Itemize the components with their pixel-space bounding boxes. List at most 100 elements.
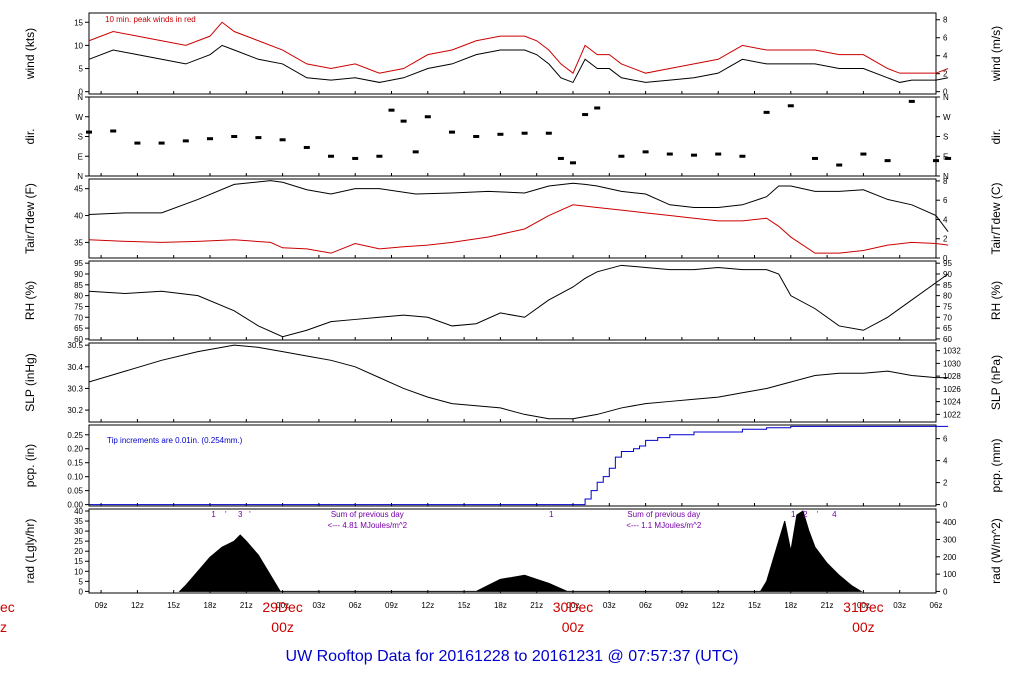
dir-point bbox=[449, 130, 455, 134]
y-tick-label: 5 bbox=[79, 65, 84, 74]
series-wind-speed bbox=[88, 44, 949, 84]
rad-marker: ' bbox=[817, 510, 819, 519]
dir-point bbox=[521, 131, 528, 135]
y-tick-label: N bbox=[77, 172, 83, 181]
dir-point bbox=[763, 110, 770, 114]
y2-axis-label: Tair/Tdew (C) bbox=[989, 182, 1003, 254]
dir-point bbox=[134, 141, 141, 145]
y-tick-label: 40 bbox=[74, 212, 83, 221]
dir-point bbox=[582, 113, 589, 117]
y2-tick-label: 200 bbox=[943, 553, 957, 562]
date-hour-label: 00z bbox=[852, 619, 875, 635]
rad-marker: 2 bbox=[803, 510, 808, 519]
y2-tick-label: N bbox=[943, 93, 949, 102]
y2-axis-label: SLP (hPa) bbox=[989, 355, 1003, 410]
y-tick-label: 0.20 bbox=[67, 445, 83, 454]
y-tick-label: 25 bbox=[74, 537, 83, 546]
y2-tick-label: 300 bbox=[943, 535, 957, 544]
x-tick-label: 21z bbox=[530, 601, 543, 610]
y-tick-label: 10 bbox=[74, 567, 83, 576]
x-tick-label: 06z bbox=[349, 601, 362, 610]
dir-point bbox=[739, 154, 746, 158]
dir-point bbox=[110, 129, 117, 133]
series-10-min-peak bbox=[88, 21, 949, 74]
panel-frame bbox=[88, 424, 937, 507]
dir-point bbox=[231, 135, 238, 138]
panel-frame bbox=[88, 178, 937, 259]
chart-title: UW Rooftop Data for 20161228 to 20161231… bbox=[285, 648, 739, 665]
dir-point bbox=[557, 156, 564, 160]
x-tick-label: 18z bbox=[204, 601, 217, 610]
series-accumulated-precipitation bbox=[89, 425, 949, 506]
dir-point bbox=[545, 131, 552, 135]
y2-tick-label: 1030 bbox=[943, 359, 961, 368]
date-label: 31Dec bbox=[843, 599, 883, 615]
x-tick-label: 15z bbox=[748, 601, 761, 610]
rad-marker: 3 bbox=[238, 510, 243, 519]
x-tick-label: 21z bbox=[821, 601, 834, 610]
dir-point bbox=[182, 139, 189, 143]
panel-temp: 35 40 45 0 2 4 6 8 Tair/Tdew (F) Tair/Tdew (C) bbox=[23, 177, 1003, 263]
y2-tick-label: N bbox=[943, 172, 949, 181]
y-tick-label: 95 bbox=[74, 259, 83, 268]
y-tick-label: 40 bbox=[74, 507, 83, 516]
dir-point bbox=[352, 156, 359, 160]
date-label: 30Dec bbox=[553, 599, 593, 615]
y-axis-label: dir. bbox=[23, 128, 37, 144]
y-tick-label: 80 bbox=[74, 292, 83, 301]
dir-point bbox=[424, 115, 431, 119]
date-hour-label: 00z bbox=[562, 619, 585, 635]
y-axis-label: RH (%) bbox=[23, 281, 37, 320]
x-tick-label: 21z bbox=[240, 601, 253, 610]
x-tick-label: 18z bbox=[494, 601, 507, 610]
dir-point bbox=[400, 119, 407, 123]
y2-axis-label: wind (m/s) bbox=[989, 26, 1003, 82]
dir-point bbox=[412, 150, 419, 154]
y-tick-label: 85 bbox=[74, 281, 83, 290]
x-tick-label: 00z bbox=[276, 601, 289, 610]
dir-point bbox=[158, 141, 165, 145]
y-tick-label: 0.05 bbox=[67, 487, 83, 496]
rad-marker: ' bbox=[249, 510, 251, 519]
y-tick-label: 15 bbox=[74, 557, 83, 566]
x-tick-label: 09z bbox=[385, 601, 398, 610]
series-tair bbox=[88, 180, 949, 232]
dir-point bbox=[884, 159, 891, 163]
y-tick-label: S bbox=[78, 133, 83, 142]
y-tick-label: 35 bbox=[74, 517, 83, 526]
dir-point bbox=[666, 152, 673, 156]
x-tick-label: 18z bbox=[784, 601, 797, 610]
y2-tick-label: 1028 bbox=[943, 372, 961, 381]
y-tick-label: 30.5 bbox=[67, 341, 83, 350]
y-axis-label: pcp. (in) bbox=[23, 444, 37, 487]
y-tick-label: 0.25 bbox=[67, 431, 83, 440]
x-tick-label: 09z bbox=[675, 601, 688, 610]
y2-tick-label: 0 bbox=[943, 501, 948, 510]
x-tick-label: 03z bbox=[312, 601, 325, 610]
dir-point bbox=[945, 156, 952, 160]
y2-tick-label: 6 bbox=[943, 34, 948, 43]
dir-point bbox=[388, 108, 395, 112]
y2-tick-label: 2 bbox=[943, 479, 948, 488]
dir-point bbox=[933, 159, 939, 163]
x-axis: 09z 12z 15z 18z 21z 00z 03z 06z 09z 12z 15z 18z 21z 0… bbox=[0, 599, 942, 635]
rad-annotation: Sum of previous day bbox=[331, 510, 404, 519]
date-hour-label-cut: z bbox=[0, 619, 7, 635]
y-tick-label: 45 bbox=[74, 185, 83, 194]
x-tick-label: 00z bbox=[857, 601, 870, 610]
y2-tick-label: 400 bbox=[943, 518, 957, 527]
y-tick-label: 60 bbox=[74, 335, 83, 344]
panel-pcp: 0.00 0.05 0.10 0.15 0.20 0.25 0 2 4 6 pcp. (in) pcp… bbox=[23, 424, 1003, 510]
y-tick-label: 0.00 bbox=[67, 501, 83, 510]
y-tick-label: 5 bbox=[79, 577, 84, 586]
x-tick-label: 03z bbox=[603, 601, 616, 610]
series-rh bbox=[88, 264, 949, 338]
y-tick-label: 0 bbox=[79, 587, 84, 596]
series-solar-radiation bbox=[178, 510, 863, 592]
panel-frame bbox=[88, 342, 937, 423]
y2-tick-label: 70 bbox=[943, 313, 952, 322]
y2-tick-label: 0 bbox=[943, 254, 948, 263]
y-axis-label: Tair/Tdew (F) bbox=[23, 183, 37, 254]
